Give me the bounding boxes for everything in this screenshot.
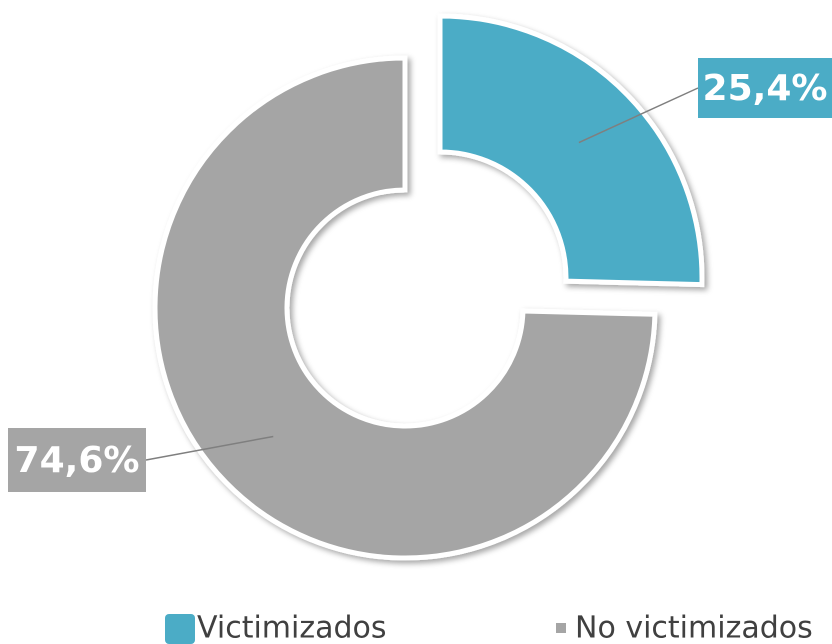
donut-segment — [437, 13, 705, 288]
leader-line — [145, 435, 274, 461]
value-label-box — [8, 428, 146, 492]
donut-segment — [152, 55, 658, 561]
legend-label: Victimizados — [197, 611, 387, 644]
value-label-box — [698, 58, 832, 118]
leader-line — [578, 87, 699, 144]
legend-swatch — [556, 623, 566, 633]
value-label: 74,6% — [15, 440, 140, 481]
value-label: 25,4% — [703, 68, 828, 109]
legend-label: No victimizados — [575, 611, 813, 644]
legend-swatch — [165, 614, 195, 644]
